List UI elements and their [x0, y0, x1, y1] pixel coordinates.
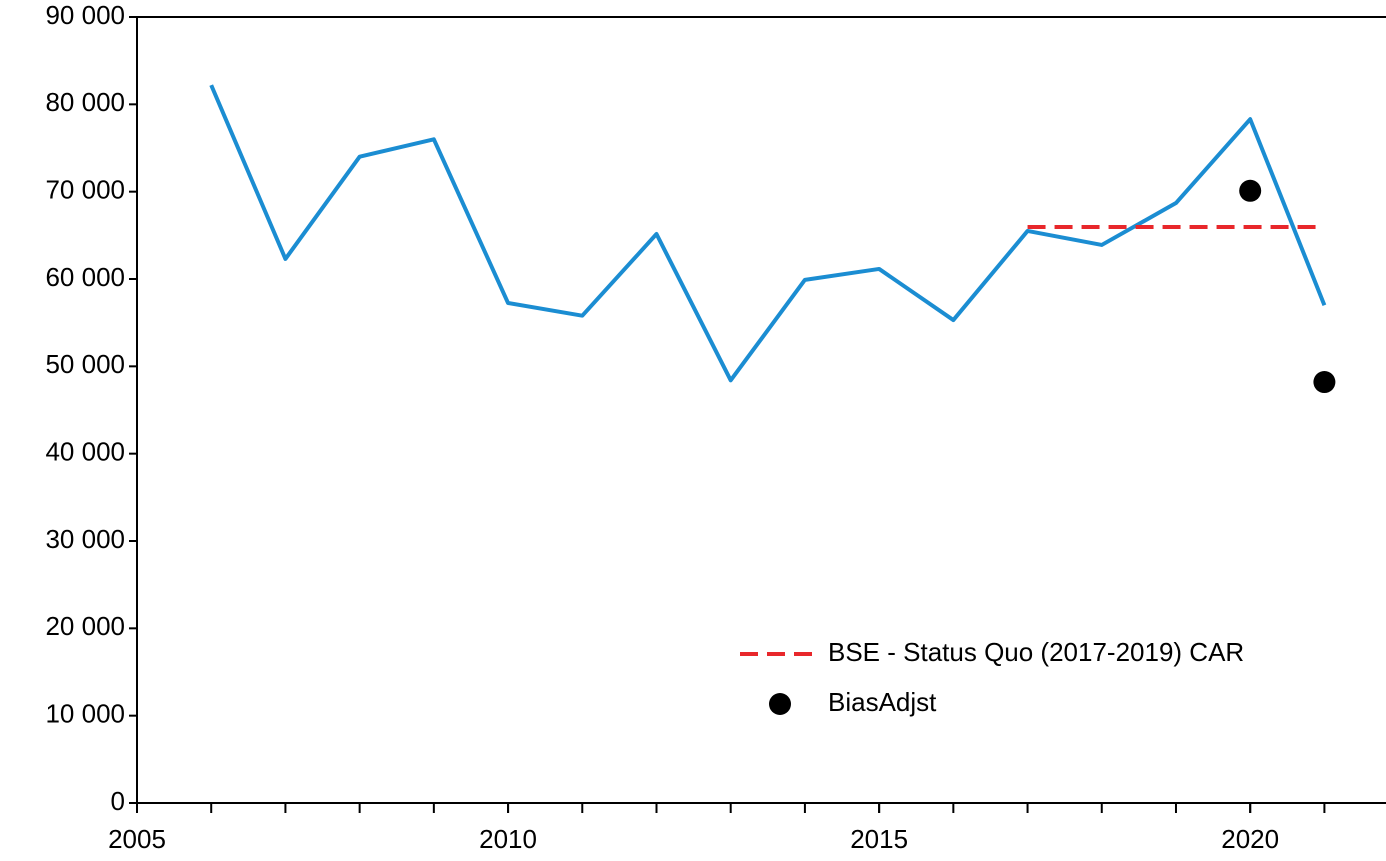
y-tick-label: 70 000: [45, 175, 125, 205]
x-tick-label: 2015: [850, 824, 908, 854]
legend-label: BSE - Status Quo (2017-2019) CAR: [828, 637, 1244, 667]
axis-frame: [136, 16, 1386, 804]
x-tick-label: 2020: [1221, 824, 1279, 854]
x-tick-label: 2005: [108, 824, 166, 854]
x-tick-label: 2010: [479, 824, 537, 854]
legend-swatch: [769, 693, 791, 715]
y-tick-label: 40 000: [45, 437, 125, 467]
legend-label: BiasAdjst: [828, 687, 937, 717]
y-tick-label: 0: [111, 786, 125, 816]
series-marker: [1313, 371, 1336, 394]
y-tick-label: 10 000: [45, 699, 125, 729]
y-tick-label: 80 000: [45, 87, 125, 117]
y-tick-label: 50 000: [45, 349, 125, 379]
series-line: [209, 84, 1327, 383]
y-tick-label: 90 000: [45, 0, 125, 30]
series-marker: [1239, 179, 1262, 202]
y-tick-label: 20 000: [45, 611, 125, 641]
y-tick-label: 30 000: [45, 524, 125, 554]
y-tick-label: 60 000: [45, 262, 125, 292]
